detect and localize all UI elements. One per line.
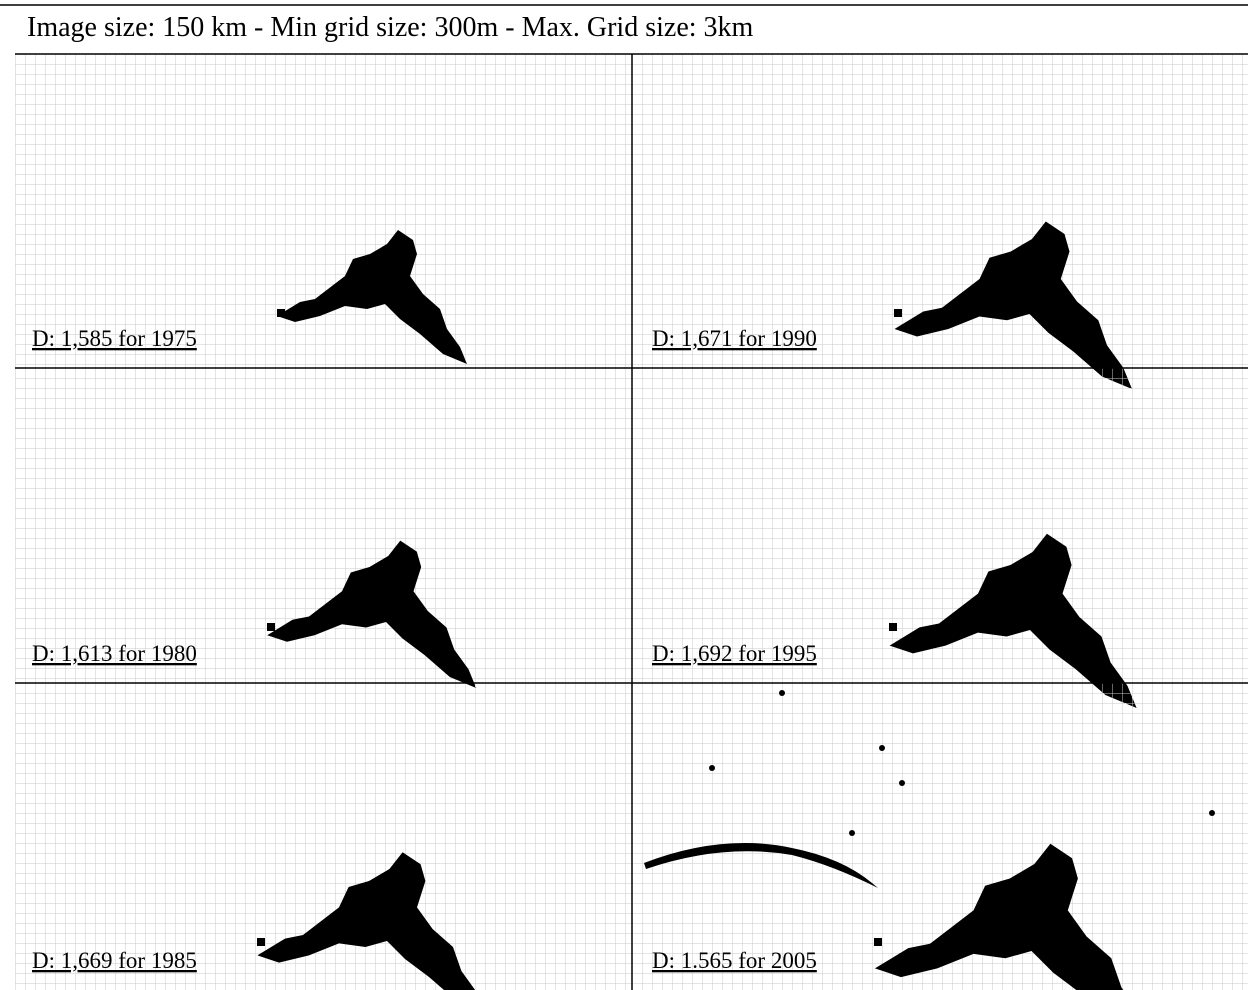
urban-patch xyxy=(277,309,285,317)
panel-label: D: 1,613 for 1980 xyxy=(32,641,197,666)
map-panel: D: 1,585 for 1975 xyxy=(15,54,632,368)
urban-patch xyxy=(709,765,715,771)
urban-patch xyxy=(849,830,855,836)
urban-patch xyxy=(899,780,905,786)
map-panel: D: 1,671 for 1990 xyxy=(632,54,1248,389)
urban-patch xyxy=(257,938,265,946)
panel-label: D: 1,669 for 1985 xyxy=(32,948,197,973)
map-panel: D: 1.565 for 2005 xyxy=(632,683,1248,990)
map-panel: D: 1,613 for 1980 xyxy=(15,368,632,688)
urban-patch xyxy=(267,623,275,631)
panel-label: D: 1,585 for 1975 xyxy=(32,326,197,351)
panel-label: D: 1.565 for 2005 xyxy=(652,948,817,973)
urban-patch xyxy=(889,623,897,631)
grid xyxy=(15,368,632,683)
urban-patch xyxy=(879,745,885,751)
map-panel: D: 1,669 for 1985 xyxy=(15,683,632,990)
urban-patch xyxy=(779,690,785,696)
urban-patch xyxy=(894,309,902,317)
panel-label: D: 1,692 for 1995 xyxy=(652,641,817,666)
urban-patch xyxy=(874,938,882,946)
page: Image size: 150 km - Min grid size: 300m… xyxy=(0,0,1248,990)
map-panel: D: 1,692 for 1995 xyxy=(632,368,1248,708)
figure: D: 1,585 for 1975 D: 1,671 for 1990 D: 1,6… xyxy=(0,0,1248,990)
panel-label: D: 1,671 for 1990 xyxy=(652,326,817,351)
grid xyxy=(15,54,632,368)
urban-patch xyxy=(1209,810,1215,816)
